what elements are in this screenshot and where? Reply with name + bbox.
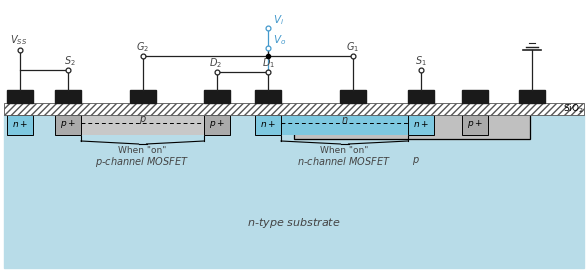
Bar bbox=[55, 90, 81, 103]
Text: $S_1$: $S_1$ bbox=[415, 54, 427, 68]
Bar bbox=[281, 115, 408, 135]
Text: $S_2$: $S_2$ bbox=[64, 54, 76, 68]
Text: $V_{SS}$: $V_{SS}$ bbox=[11, 33, 28, 47]
Text: $p+$: $p+$ bbox=[209, 118, 225, 130]
Text: When "on": When "on" bbox=[118, 146, 166, 155]
Bar bbox=[204, 115, 230, 135]
Bar bbox=[4, 115, 584, 268]
Text: $n+$: $n+$ bbox=[12, 119, 28, 129]
Text: $p$-channel MOSFET: $p$-channel MOSFET bbox=[95, 155, 189, 169]
Text: $n+$: $n+$ bbox=[413, 119, 429, 129]
Text: $n$-channel MOSFET: $n$-channel MOSFET bbox=[298, 155, 392, 167]
Text: $D_2$: $D_2$ bbox=[209, 56, 222, 70]
Text: $V_i$: $V_i$ bbox=[273, 13, 284, 27]
Bar bbox=[255, 115, 281, 135]
Text: When "on": When "on" bbox=[320, 146, 369, 155]
Bar bbox=[462, 90, 488, 103]
Bar bbox=[55, 115, 81, 135]
Bar bbox=[340, 90, 366, 103]
Bar bbox=[7, 115, 33, 135]
Bar bbox=[204, 90, 230, 103]
Bar bbox=[7, 90, 33, 103]
Bar bbox=[130, 90, 156, 103]
Text: $p$: $p$ bbox=[412, 155, 420, 167]
Bar bbox=[4, 103, 584, 115]
Bar bbox=[408, 115, 434, 135]
Text: $n+$: $n+$ bbox=[260, 119, 276, 129]
Text: $G_2$: $G_2$ bbox=[136, 40, 149, 54]
Text: $p+$: $p+$ bbox=[467, 118, 483, 130]
Bar bbox=[294, 105, 530, 139]
Text: $p$: $p$ bbox=[139, 114, 146, 126]
Text: $p+$: $p+$ bbox=[60, 118, 76, 130]
Bar bbox=[519, 90, 545, 103]
Bar bbox=[81, 115, 204, 135]
Text: $n$-type substrate: $n$-type substrate bbox=[247, 216, 341, 230]
Text: $D_1$: $D_1$ bbox=[262, 56, 276, 70]
Text: $V_o$: $V_o$ bbox=[273, 33, 286, 47]
Text: $G_1$: $G_1$ bbox=[346, 40, 360, 54]
Text: $n$: $n$ bbox=[340, 115, 348, 125]
Bar bbox=[255, 90, 281, 103]
Bar bbox=[462, 115, 488, 135]
Bar bbox=[294, 105, 530, 139]
Text: SiO$_2$: SiO$_2$ bbox=[563, 103, 584, 115]
Bar bbox=[408, 90, 434, 103]
